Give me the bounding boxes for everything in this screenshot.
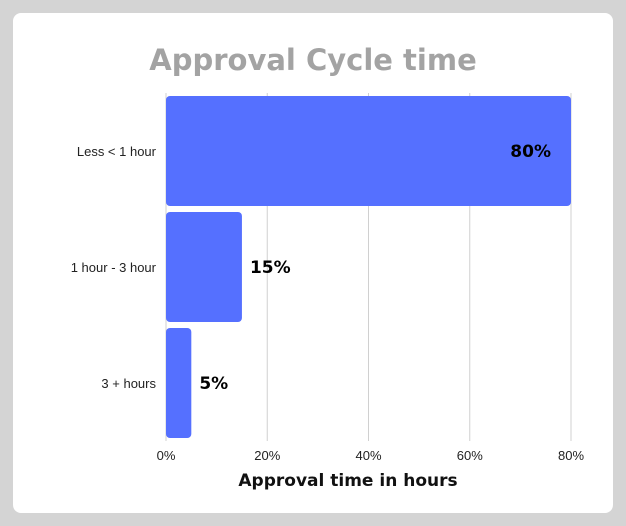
category-label: Less < 1 hour	[77, 144, 157, 159]
x-tick-label: 60%	[457, 448, 483, 463]
chart-title: Approval Cycle time	[149, 43, 477, 77]
bar-2[interactable]	[166, 212, 242, 322]
chart-card: Approval Cycle time 0% 20% 40% 60% 80% Less <…	[13, 13, 613, 513]
data-label: 80%	[510, 142, 551, 162]
x-tick-label: 0%	[157, 448, 176, 463]
data-label: 15%	[250, 258, 291, 278]
x-tick-label: 40%	[355, 448, 381, 463]
bar-3[interactable]	[166, 328, 192, 438]
bar-1[interactable]	[166, 96, 571, 206]
category-label: 3 + hours	[101, 376, 156, 391]
x-tick-label: 80%	[558, 448, 584, 463]
data-label: 5%	[199, 374, 228, 394]
bar-chart: 0% 20% 40% 60% 80% Less < 1 hour 80% 1 hour - 3…	[71, 93, 584, 463]
x-tick-label: 20%	[254, 448, 280, 463]
x-axis-title: Approval time in hours	[238, 471, 458, 491]
category-label: 1 hour - 3 hour	[71, 260, 157, 275]
